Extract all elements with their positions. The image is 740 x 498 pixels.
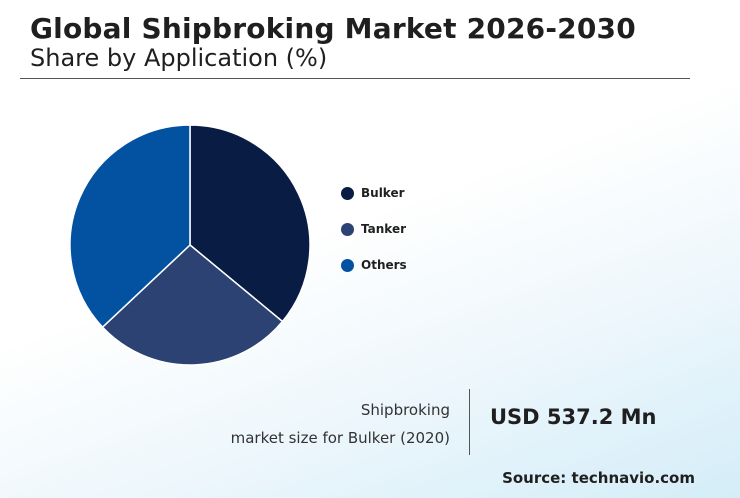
chart-subtitle: Share by Application (%) xyxy=(30,44,328,72)
header-divider xyxy=(20,78,690,79)
source-credit: Source: technavio.com xyxy=(502,469,695,487)
pie-slice-bulker xyxy=(189,124,311,323)
legend-label-bulker: Bulker xyxy=(361,186,405,200)
legend-label-tanker: Tanker xyxy=(361,222,406,236)
kpi-value: USD 537.2 Mn xyxy=(490,405,657,429)
kpi-divider xyxy=(469,389,470,455)
pie-chart xyxy=(69,124,311,366)
chart-legend: Bulker Tanker Others xyxy=(341,175,407,283)
legend-item-tanker: Tanker xyxy=(341,211,407,247)
kpi-description: Shipbroking market size for Bulker (2020… xyxy=(231,396,450,452)
legend-swatch-others xyxy=(341,258,354,272)
legend-swatch-bulker xyxy=(341,186,354,200)
chart-title: Global Shipbroking Market 2026-2030 xyxy=(30,12,636,45)
legend-item-bulker: Bulker xyxy=(341,175,407,211)
pie-slice-tanker xyxy=(101,244,284,366)
legend-label-others: Others xyxy=(361,258,407,272)
kpi-description-line1: Shipbroking xyxy=(360,401,450,419)
pie-slice-others xyxy=(69,124,191,329)
legend-item-others: Others xyxy=(341,247,407,283)
kpi-description-line2: market size for Bulker (2020) xyxy=(230,429,450,447)
legend-swatch-tanker xyxy=(341,222,354,236)
